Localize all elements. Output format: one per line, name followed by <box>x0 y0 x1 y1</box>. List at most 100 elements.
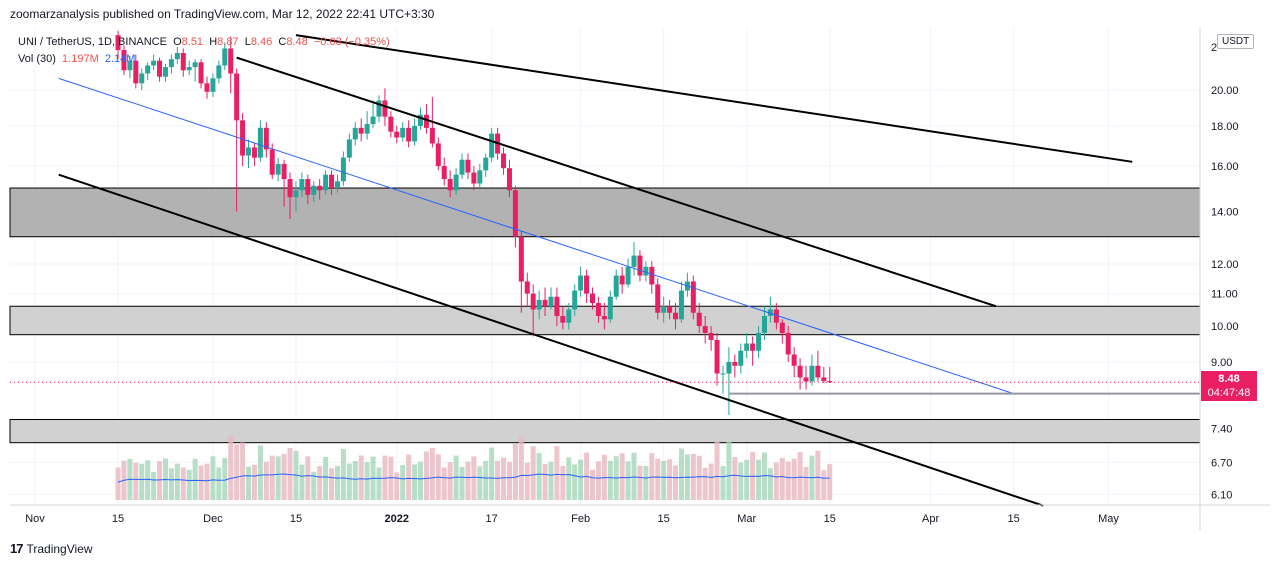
time-tick-label: 15 <box>824 513 836 525</box>
candle-body <box>121 49 127 71</box>
volume-bar <box>240 442 246 500</box>
volume-bar <box>198 465 204 500</box>
candle-body <box>767 309 773 317</box>
candle-body <box>809 365 815 382</box>
candle-body <box>566 309 572 323</box>
candle-body <box>661 306 667 313</box>
candle-body <box>388 116 394 132</box>
candle-body <box>673 312 679 320</box>
volume-bar <box>157 461 163 500</box>
price-tick-label: 16.00 <box>1211 161 1239 173</box>
candle-body <box>376 100 382 117</box>
volume-bar <box>400 465 406 500</box>
candle-body <box>210 78 216 92</box>
candle-body <box>180 53 186 71</box>
volume-bar <box>287 447 293 500</box>
legend: UNI / TetherUS, 1D, BINANCE O8.51 H8.87 … <box>18 34 390 68</box>
candle-body <box>186 67 192 71</box>
candle-body <box>773 309 779 323</box>
volume-bar <box>269 455 275 500</box>
candle-body <box>631 255 637 267</box>
candle-body <box>269 149 275 175</box>
candle-body <box>352 127 358 140</box>
candle-body <box>162 67 168 77</box>
volume-bar <box>815 450 821 500</box>
volume-bar <box>334 465 340 500</box>
volume-bar <box>376 467 382 500</box>
candle-body <box>228 48 234 74</box>
price-tick-label-top: 2 <box>1211 42 1217 54</box>
volume-bar <box>483 460 489 500</box>
candle-body <box>483 157 489 171</box>
volume-bar <box>821 470 827 500</box>
volume-bar <box>785 461 791 500</box>
candle-body <box>246 147 252 156</box>
volume-bar <box>655 458 661 500</box>
price-tick-label: 18.00 <box>1211 121 1239 133</box>
time-tick-label: 15 <box>658 513 670 525</box>
volume-bar <box>827 464 833 500</box>
volume-bar <box>643 465 649 500</box>
volume-bar <box>501 457 507 500</box>
price-tick-label: 9.00 <box>1211 357 1232 369</box>
volume-bar <box>281 453 287 500</box>
horizontal-zones <box>9 187 1201 444</box>
candle-body <box>275 163 281 175</box>
tradingview-logo[interactable]: 17 TradingView <box>10 541 93 556</box>
candle-body <box>518 236 524 282</box>
volume-bar <box>578 459 584 500</box>
volume-bar <box>234 444 240 500</box>
volume-bar <box>667 459 673 500</box>
time-tick-label: Mar <box>737 513 756 525</box>
candle-body <box>465 159 471 173</box>
candle-body <box>815 365 821 378</box>
volume-bar <box>323 457 329 500</box>
candle-body <box>512 190 518 237</box>
volume-bar <box>329 468 335 500</box>
candle-body <box>655 284 661 313</box>
candle-body <box>756 332 762 351</box>
candle-body <box>643 266 649 276</box>
trendline <box>58 173 1044 507</box>
price-tick-label: 6.10 <box>1211 489 1232 501</box>
volume-bar <box>151 471 157 500</box>
candle-body <box>578 275 584 291</box>
volume-bar <box>566 457 572 500</box>
candle-body <box>548 296 554 307</box>
candle-body <box>400 127 406 138</box>
volume-bar <box>756 459 762 500</box>
candle-body <box>412 125 418 142</box>
tv-logo-text: TradingView <box>26 541 93 556</box>
legend-vol-ma: 2.14M <box>104 53 136 65</box>
volume-bar <box>779 458 785 500</box>
volume-bar <box>311 471 317 500</box>
bar-countdown: 04:47:48 <box>1207 387 1251 399</box>
last-price: 8.48 <box>1218 373 1240 385</box>
candle-body <box>240 120 246 156</box>
volume-bar <box>495 460 501 500</box>
legend-symbol: UNI / TetherUS, 1D, BINANCE <box>18 36 167 48</box>
candle-body <box>204 83 210 92</box>
candle-body <box>584 275 590 294</box>
candle-body <box>690 281 696 313</box>
candle-body <box>139 73 145 84</box>
candle-body <box>151 60 157 66</box>
price-zone <box>9 187 1201 238</box>
volume-bar <box>257 445 263 500</box>
volume-bar <box>471 456 477 500</box>
candle-body <box>394 131 400 138</box>
price-tick-label: 6.70 <box>1211 457 1232 469</box>
price-tick-label: 14.00 <box>1211 207 1239 219</box>
volume-bar <box>317 466 323 500</box>
trendline <box>236 56 997 308</box>
volume-bar <box>275 456 281 500</box>
time-tick-label: 15 <box>112 513 124 525</box>
volume-bar <box>429 447 435 500</box>
price-tick-label: 10.00 <box>1211 321 1239 333</box>
currency-label[interactable]: USDT <box>1217 34 1255 49</box>
candle-body <box>429 127 435 144</box>
candle-body <box>637 255 643 276</box>
trendline <box>58 77 1014 395</box>
candle-body <box>287 179 293 198</box>
